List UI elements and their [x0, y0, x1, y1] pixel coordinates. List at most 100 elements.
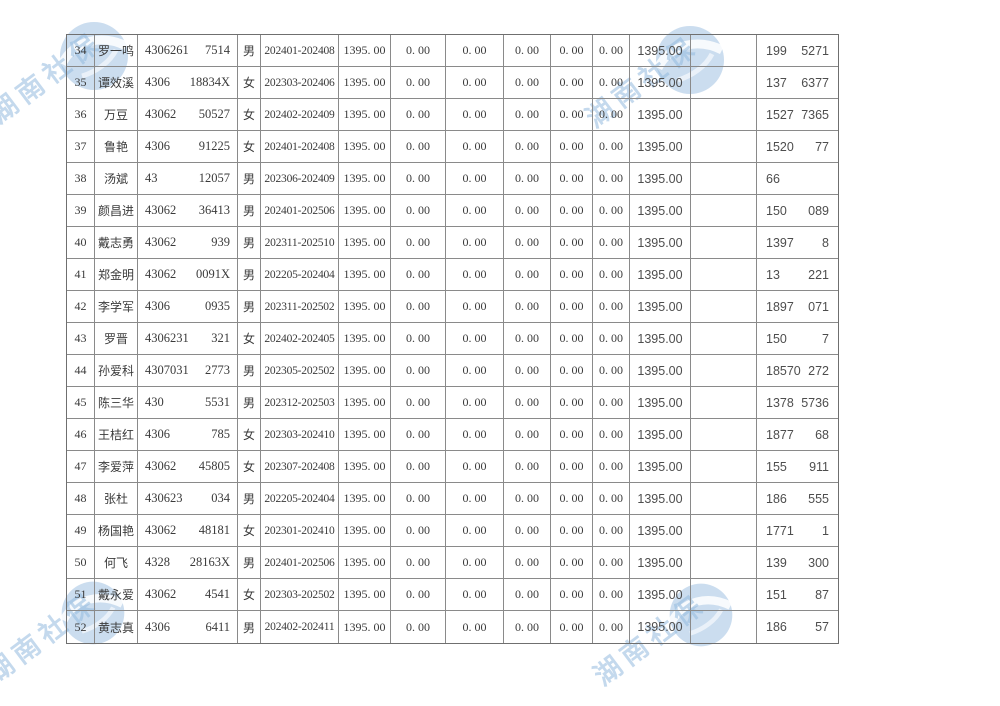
cell-name: 戴永爱 — [95, 579, 138, 611]
tail-left: 1520 — [766, 139, 794, 154]
cell-amount-3: 0. 00 — [446, 483, 504, 515]
tail-left: 1397 — [766, 235, 794, 250]
cell-row-number: 50 — [67, 547, 95, 579]
cell-amount-5: 0. 00 — [551, 99, 593, 131]
table-row: 46 王桔红 4306 785 女 202303-202410 1395. 00… — [67, 419, 838, 451]
cell-row-number: 38 — [67, 163, 95, 195]
cell-blank — [691, 67, 757, 99]
cell-name: 戴志勇 — [95, 227, 138, 259]
cell-amount-2: 0. 00 — [391, 419, 446, 451]
cell-amount-4: 0. 00 — [504, 227, 551, 259]
cell-amount-due: 1395. 00 — [339, 419, 391, 451]
cell-amount-2: 0. 00 — [391, 163, 446, 195]
tail-left: 66 — [766, 171, 780, 186]
cell-amount-2: 0. 00 — [391, 451, 446, 483]
id-suffix: 7514 — [205, 43, 230, 57]
cell-tail-numbers: 1520 77 — [757, 131, 838, 163]
cell-gender: 女 — [238, 419, 261, 451]
tail-right: 272 — [808, 363, 829, 378]
cell-amount-4: 0. 00 — [504, 35, 551, 67]
cell-blank — [691, 131, 757, 163]
cell-amount-due: 1395. 00 — [339, 387, 391, 419]
cell-name: 颜昌进 — [95, 195, 138, 227]
cell-amount-due: 1395. 00 — [339, 483, 391, 515]
cell-amount-6: 0. 00 — [593, 387, 630, 419]
cell-row-number: 37 — [67, 131, 95, 163]
tail-left: 1771 — [766, 523, 794, 538]
tail-right: 57 — [815, 620, 829, 634]
cell-tail-numbers: 1897 071 — [757, 291, 838, 323]
cell-amount-3: 0. 00 — [446, 163, 504, 195]
tail-right: 77 — [815, 139, 829, 154]
cell-blank — [691, 291, 757, 323]
cell-amount-4: 0. 00 — [504, 99, 551, 131]
cell-id-number: 430 5531 — [138, 387, 238, 419]
cell-row-number: 34 — [67, 35, 95, 67]
cell-amount-6: 0. 00 — [593, 323, 630, 355]
cell-amount-3: 0. 00 — [446, 35, 504, 67]
cell-amount-total: 1395.00 — [630, 611, 691, 643]
id-suffix: 6411 — [205, 619, 230, 634]
id-prefix: 4307031 — [145, 363, 189, 377]
tail-right: 555 — [808, 491, 829, 506]
cell-amount-6: 0. 00 — [593, 259, 630, 291]
cell-amount-5: 0. 00 — [551, 67, 593, 99]
cell-gender: 男 — [238, 259, 261, 291]
cell-amount-6: 0. 00 — [593, 195, 630, 227]
cell-payment-period: 202205-202404 — [261, 483, 339, 515]
tail-right: 7365 — [801, 107, 829, 122]
cell-amount-total: 1395.00 — [630, 355, 691, 387]
cell-amount-2: 0. 00 — [391, 291, 446, 323]
cell-amount-due: 1395. 00 — [339, 195, 391, 227]
cell-row-number: 43 — [67, 323, 95, 355]
cell-amount-6: 0. 00 — [593, 227, 630, 259]
cell-name: 何飞 — [95, 547, 138, 579]
tail-left: 139 — [766, 555, 787, 570]
cell-tail-numbers: 1877 68 — [757, 419, 838, 451]
cell-id-number: 43062 50527 — [138, 99, 238, 131]
cell-id-number: 4307031 2773 — [138, 355, 238, 387]
id-prefix: 4306 — [145, 139, 170, 153]
cell-tail-numbers: 1771 1 — [757, 515, 838, 547]
cell-name: 罗一鸣 — [95, 35, 138, 67]
cell-amount-total: 1395.00 — [630, 451, 691, 483]
cell-tail-numbers: 151 87 — [757, 579, 838, 611]
cell-gender: 男 — [238, 291, 261, 323]
cell-amount-due: 1395. 00 — [339, 163, 391, 195]
cell-tail-numbers: 18570 272 — [757, 355, 838, 387]
table-row: 48 张杜 430623 034 男 202205-202404 1395. 0… — [67, 483, 838, 515]
cell-amount-5: 0. 00 — [551, 131, 593, 163]
cell-amount-2: 0. 00 — [391, 323, 446, 355]
cell-payment-period: 202401-202506 — [261, 195, 339, 227]
cell-name: 郑金明 — [95, 259, 138, 291]
cell-amount-6: 0. 00 — [593, 99, 630, 131]
cell-gender: 男 — [238, 355, 261, 387]
cell-payment-period: 202402-202405 — [261, 323, 339, 355]
cell-gender: 女 — [238, 323, 261, 355]
cell-amount-4: 0. 00 — [504, 163, 551, 195]
cell-blank — [691, 483, 757, 515]
tail-right: 8 — [822, 235, 829, 250]
cell-amount-5: 0. 00 — [551, 195, 593, 227]
id-suffix: 36413 — [198, 203, 230, 217]
cell-tail-numbers: 155 911 — [757, 451, 838, 483]
cell-amount-due: 1395. 00 — [339, 323, 391, 355]
cell-amount-5: 0. 00 — [551, 259, 593, 291]
cell-amount-6: 0. 00 — [593, 483, 630, 515]
cell-amount-6: 0. 00 — [593, 451, 630, 483]
cell-amount-3: 0. 00 — [446, 227, 504, 259]
cell-tail-numbers: 150 7 — [757, 323, 838, 355]
cell-amount-6: 0. 00 — [593, 355, 630, 387]
cell-row-number: 52 — [67, 611, 95, 643]
tail-right: 5736 — [801, 395, 829, 410]
cell-row-number: 36 — [67, 99, 95, 131]
cell-amount-total: 1395.00 — [630, 195, 691, 227]
table-row: 39 颜昌进 43062 36413 男 202401-202506 1395.… — [67, 195, 838, 227]
cell-amount-6: 0. 00 — [593, 163, 630, 195]
cell-name: 张杜 — [95, 483, 138, 515]
cell-amount-3: 0. 00 — [446, 387, 504, 419]
tail-left: 151 — [766, 587, 787, 602]
table-row: 52 黄志真 4306 6411 男 202402-202411 1395. 0… — [67, 611, 838, 643]
cell-amount-4: 0. 00 — [504, 611, 551, 643]
